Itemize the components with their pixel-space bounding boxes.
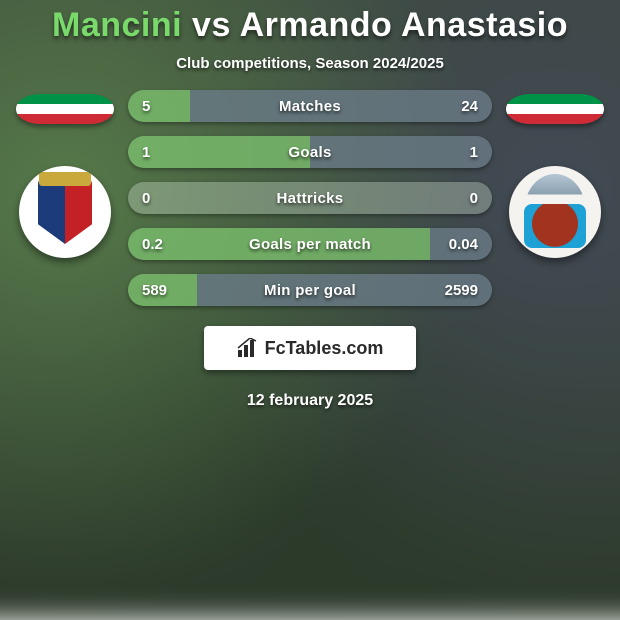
stat-row: 0 Hattricks 0	[128, 182, 492, 214]
stat-label: Min per goal	[264, 282, 356, 299]
team-crest-right	[509, 166, 601, 258]
stat-value-left: 589	[142, 282, 184, 299]
stat-label: Goals per match	[249, 236, 371, 253]
left-team-column	[10, 90, 120, 258]
stat-value-right: 2599	[436, 282, 478, 299]
stat-value-left: 5	[142, 98, 184, 115]
stat-label: Hattricks	[277, 190, 344, 207]
bar-chart-icon	[237, 338, 259, 358]
vs-word: vs	[192, 6, 231, 44]
brand-text: FcTables.com	[265, 338, 384, 359]
team-crest-left	[19, 166, 111, 258]
stat-value-left: 0.2	[142, 236, 184, 253]
comparison-title: Mancini vs Armando Anastasio	[52, 6, 568, 45]
stat-row: 1 Goals 1	[128, 136, 492, 168]
brand-box: FcTables.com	[204, 326, 416, 370]
main-row: 5 Matches 24 1 Goals 1 0 Hattricks 0 0.2 Goals per…	[0, 90, 620, 306]
stats-list: 5 Matches 24 1 Goals 1 0 Hattricks 0 0.2 Goals per…	[128, 90, 492, 306]
stat-label: Matches	[279, 98, 341, 115]
stat-value-right: 24	[436, 98, 478, 115]
right-team-column	[500, 90, 610, 258]
italy-flag-left	[16, 94, 114, 124]
stat-label: Goals	[288, 144, 331, 161]
subtitle: Club competitions, Season 2024/2025	[176, 55, 444, 72]
italy-flag-right	[506, 94, 604, 124]
stat-value-right: 0.04	[436, 236, 478, 253]
comparison-card: Mancini vs Armando Anastasio Club compet…	[0, 0, 620, 410]
stat-value-right: 1	[436, 144, 478, 161]
stat-value-right: 0	[436, 190, 478, 207]
date: 12 february 2025	[247, 392, 373, 410]
stat-row: 0.2 Goals per match 0.04	[128, 228, 492, 260]
stat-value-left: 0	[142, 190, 184, 207]
stat-row: 5 Matches 24	[128, 90, 492, 122]
player2-name: Armando Anastasio	[240, 6, 568, 44]
stat-row: 589 Min per goal 2599	[128, 274, 492, 306]
stat-value-left: 1	[142, 144, 184, 161]
player1-name: Mancini	[52, 6, 182, 44]
